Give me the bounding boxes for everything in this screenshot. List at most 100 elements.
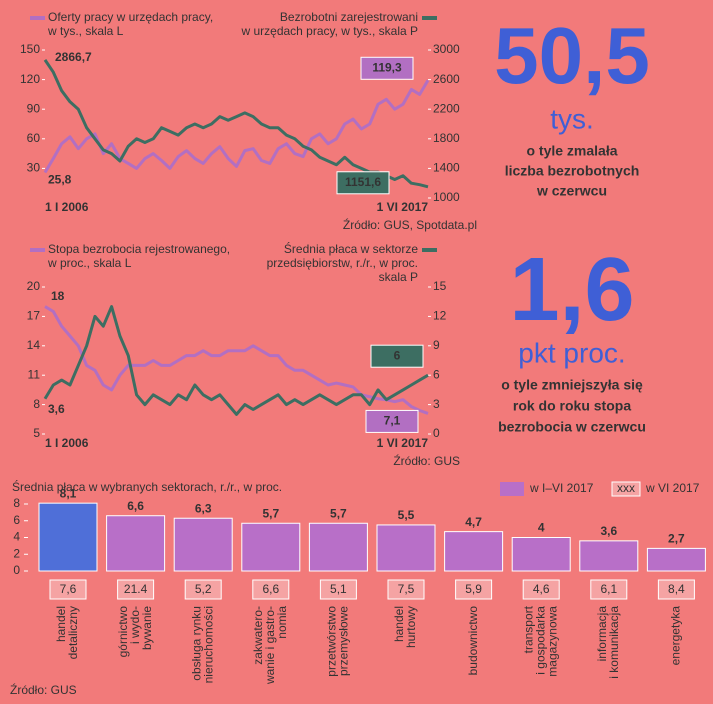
- value-box: [117, 579, 155, 600]
- x-tick-label: nieruchomości: [201, 606, 215, 683]
- y-tick-label: 1800: [433, 131, 460, 145]
- highlight-text: rok do roku stopa: [513, 398, 631, 414]
- value-box: [657, 579, 695, 600]
- value-box: [522, 579, 560, 600]
- highlight-text: w czerwcu: [536, 183, 607, 199]
- y-tick-label: 6: [13, 513, 20, 527]
- y-tick-label: 2200: [433, 101, 460, 115]
- value-box: [49, 579, 87, 600]
- bar: [308, 522, 368, 572]
- value-box-label: 6,1: [600, 582, 617, 596]
- bar: [579, 540, 639, 572]
- y-tick-label: 3: [433, 397, 440, 411]
- x-tick-label: handel: [54, 606, 68, 642]
- x-tick-label: 1 VI 2017: [377, 436, 429, 450]
- bar: [646, 547, 706, 572]
- data-label: 4,7: [465, 515, 482, 529]
- data-label: 25,8: [48, 173, 72, 187]
- y-tick-label: 15: [433, 279, 447, 293]
- data-label: 3,6: [600, 524, 617, 538]
- legend-label: Oferty pracy w urzędach pracy,: [48, 10, 213, 24]
- legend-label: w I–VI 2017: [529, 481, 594, 495]
- source: Źródło: GUS, Spotdata.pl: [343, 217, 477, 232]
- y-tick-label: 1400: [433, 161, 460, 175]
- y-tick-label: 3000: [433, 42, 460, 56]
- data-label: 1151,6: [345, 175, 381, 189]
- legend-swatch: [500, 482, 524, 496]
- x-tick-label: budownictwo: [466, 606, 480, 676]
- bar: [444, 531, 504, 572]
- y-tick-label: 0: [433, 426, 440, 440]
- value-box-label: 4,6: [533, 582, 550, 596]
- x-tick-label: i wydo-: [128, 606, 142, 644]
- value-box-label: 7,6: [60, 582, 77, 596]
- bar: [106, 515, 166, 572]
- data-label-box: [370, 344, 424, 368]
- value-box-label: 6,6: [262, 582, 279, 596]
- legend-label: w tys., skala L: [47, 24, 124, 38]
- value-box: [252, 579, 290, 600]
- legend-label: przedsiębiorstw, r./r., w proc.: [267, 256, 418, 270]
- bar: [241, 522, 301, 572]
- value-box-label: 5,2: [195, 582, 212, 596]
- series-line: [43, 79, 430, 174]
- highlight-unit: pkt proc.: [518, 337, 625, 368]
- highlight-text: o tyle zmalała: [526, 143, 617, 159]
- data-label: 4: [538, 521, 545, 535]
- y-tick-label: 90: [27, 101, 41, 115]
- y-tick-label: 5: [33, 426, 40, 440]
- legend-label: Stopa bezrobocia rejestrowanego,: [48, 242, 230, 256]
- x-tick-label: przemysłowe: [337, 606, 351, 676]
- y-tick-label: 8: [33, 397, 40, 411]
- y-tick-label: 9: [433, 338, 440, 352]
- value-box-label: 7,5: [398, 582, 415, 596]
- series-line: [43, 59, 429, 189]
- y-tick-label: 2600: [433, 72, 460, 86]
- highlight-text: liczba bezrobotnych: [505, 163, 640, 179]
- chart-title: Średnia płaca w wybranych sektorach, r./…: [12, 479, 282, 494]
- x-tick-label: nomia: [275, 606, 289, 639]
- highlight-unit: tys.: [550, 103, 594, 134]
- x-tick-label: transport: [521, 605, 535, 653]
- legend-symbol: xxx: [617, 481, 635, 495]
- bar: [173, 517, 233, 572]
- x-tick-label: zakwatero-: [251, 606, 265, 665]
- highlight-value: 50,5: [494, 11, 650, 100]
- y-tick-label: 11: [28, 367, 41, 381]
- value-box: [319, 579, 357, 600]
- data-label: 5,7: [330, 506, 347, 520]
- x-tick-label: 1 I 2006: [45, 200, 89, 214]
- y-tick-label: 30: [27, 161, 41, 175]
- highlight-text: bezrobocia w czerwcu: [498, 419, 646, 435]
- x-tick-label: 1 VI 2017: [377, 200, 429, 214]
- data-label: 3,6: [48, 402, 65, 416]
- data-label: 8,1: [60, 486, 77, 500]
- x-tick-label: wanie i gastro-: [263, 606, 277, 685]
- data-label: 6,3: [195, 501, 212, 515]
- data-label: 5,7: [262, 506, 279, 520]
- x-tick-label: informacja: [595, 606, 609, 662]
- value-box-label: 5,9: [465, 582, 482, 596]
- y-tick-label: 2: [13, 546, 20, 560]
- y-tick-label: 14: [27, 338, 41, 352]
- data-label: 18: [51, 289, 65, 303]
- y-tick-label: 4: [13, 530, 20, 544]
- x-tick-label: hurtowy: [404, 606, 418, 648]
- x-tick-label: 1 I 2006: [45, 436, 89, 450]
- highlight-text: o tyle zmniejszyła się: [501, 377, 643, 393]
- data-label: 119,3: [372, 60, 402, 74]
- y-tick-label: 17: [27, 309, 41, 323]
- value-box: [184, 579, 222, 600]
- source: Źródło: GUS: [393, 453, 460, 468]
- highlight-value: 1,6: [509, 240, 634, 340]
- bar: [376, 524, 436, 572]
- legend-label: Bezrobotni zarejestrowani: [280, 10, 418, 24]
- legend-label: w proc., skala L: [47, 256, 132, 270]
- y-tick-label: 1000: [433, 190, 460, 204]
- data-label-box: [360, 56, 414, 80]
- y-tick-label: 60: [27, 131, 41, 145]
- x-tick-label: handel: [392, 606, 406, 642]
- x-tick-label: i komunikacja: [607, 606, 621, 679]
- series-line: [43, 305, 429, 416]
- legend-swatch: [611, 481, 641, 497]
